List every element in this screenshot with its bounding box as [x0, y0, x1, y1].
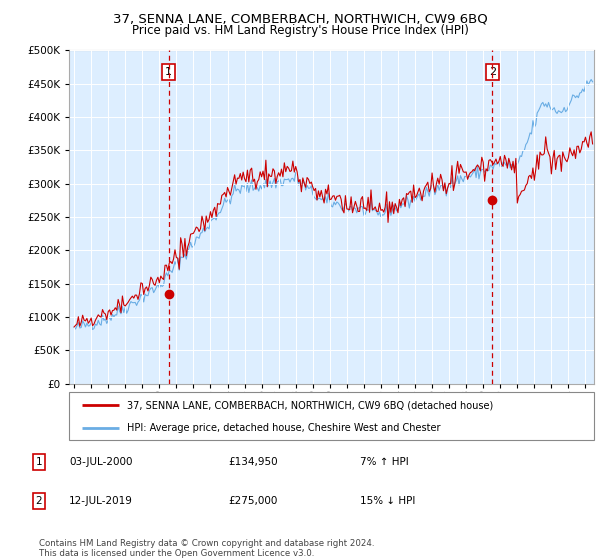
Text: 15% ↓ HPI: 15% ↓ HPI — [360, 496, 415, 506]
Text: 12-JUL-2019: 12-JUL-2019 — [69, 496, 133, 506]
Text: 03-JUL-2000: 03-JUL-2000 — [69, 457, 133, 467]
Text: £275,000: £275,000 — [228, 496, 277, 506]
Text: HPI: Average price, detached house, Cheshire West and Chester: HPI: Average price, detached house, Ches… — [127, 423, 440, 433]
Text: 1: 1 — [165, 67, 172, 77]
Text: 2: 2 — [489, 67, 496, 77]
Text: £134,950: £134,950 — [228, 457, 278, 467]
Text: 2: 2 — [35, 496, 43, 506]
Text: 37, SENNA LANE, COMBERBACH, NORTHWICH, CW9 6BQ: 37, SENNA LANE, COMBERBACH, NORTHWICH, C… — [113, 12, 487, 25]
Text: Contains HM Land Registry data © Crown copyright and database right 2024.
This d: Contains HM Land Registry data © Crown c… — [39, 539, 374, 558]
Text: 1: 1 — [35, 457, 43, 467]
Text: 7% ↑ HPI: 7% ↑ HPI — [360, 457, 409, 467]
Text: 37, SENNA LANE, COMBERBACH, NORTHWICH, CW9 6BQ (detached house): 37, SENNA LANE, COMBERBACH, NORTHWICH, C… — [127, 400, 493, 410]
FancyBboxPatch shape — [69, 392, 594, 440]
Text: Price paid vs. HM Land Registry's House Price Index (HPI): Price paid vs. HM Land Registry's House … — [131, 24, 469, 37]
